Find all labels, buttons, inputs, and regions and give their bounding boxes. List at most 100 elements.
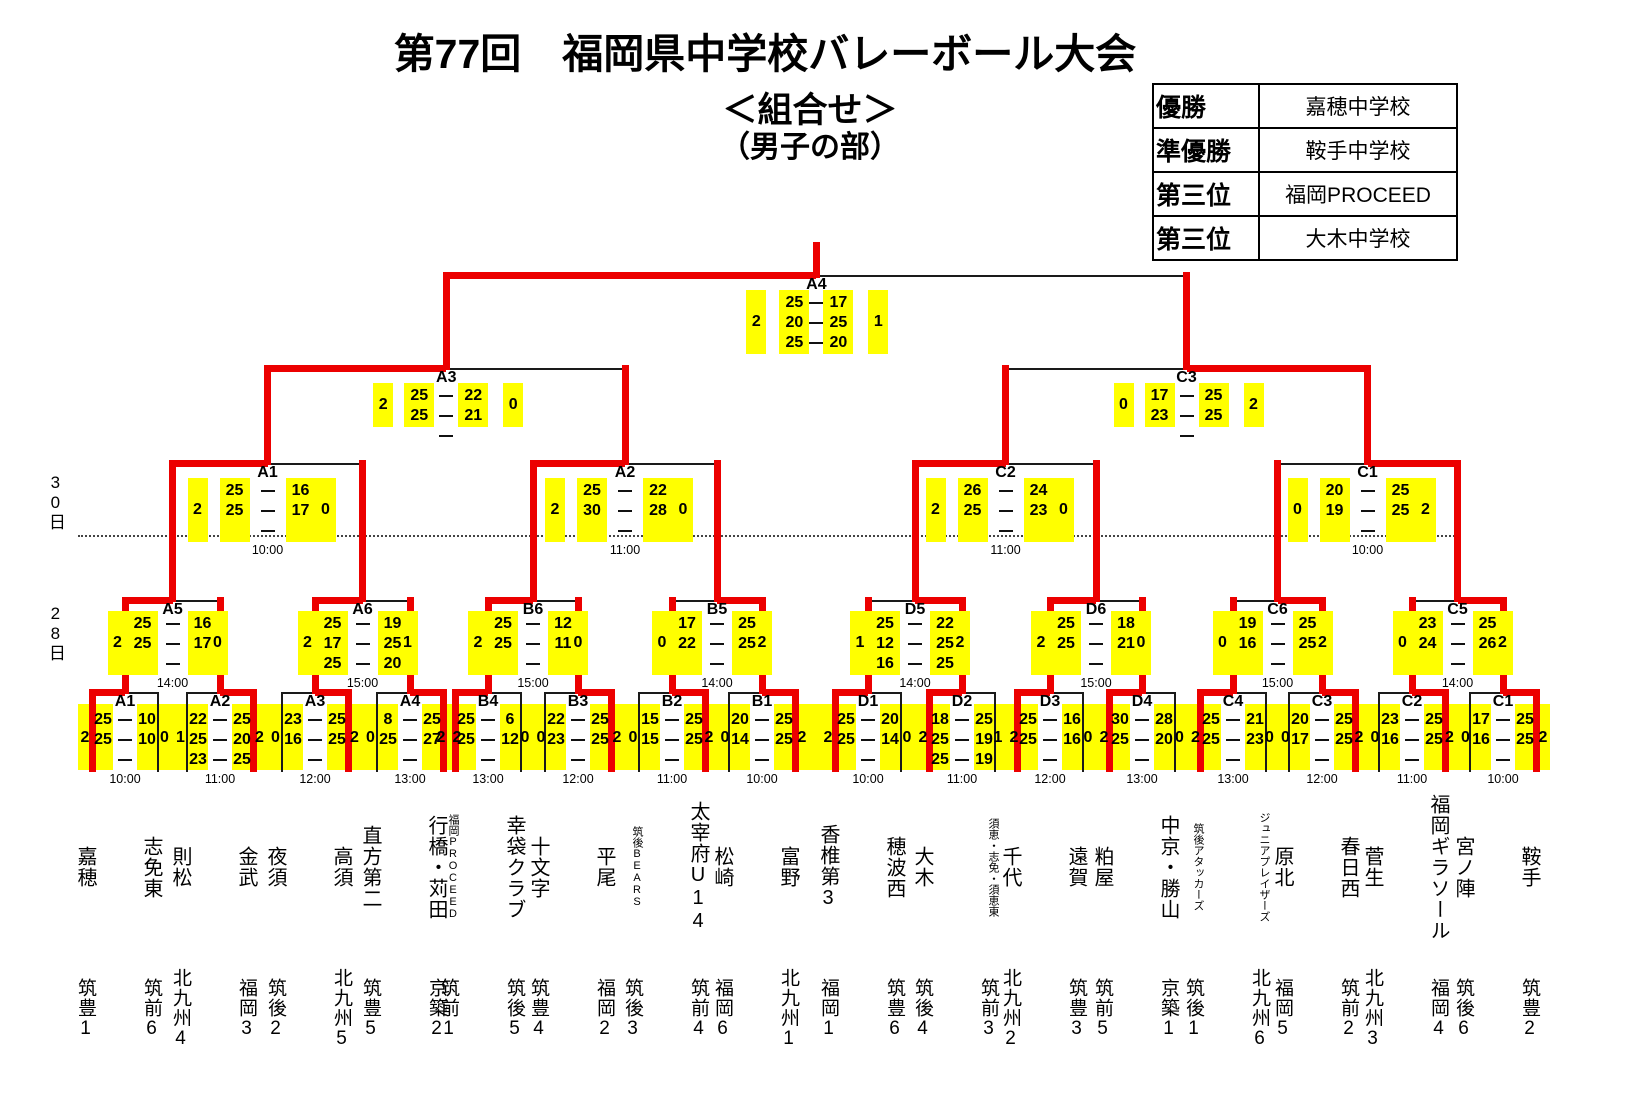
standings-rank: 第三位 [1152, 171, 1260, 217]
set-score-dash [1315, 759, 1329, 761]
set-score: 25 [1298, 615, 1317, 632]
set-score: 21 [464, 407, 483, 424]
sets-won: 0 [1053, 478, 1074, 542]
team-league: 北九州5 [331, 968, 352, 1050]
score-highlight [1144, 383, 1175, 427]
set-score: 25 [931, 731, 949, 748]
standings-team: 嘉穂中学校 [1258, 83, 1458, 129]
set-score: 22 [649, 482, 667, 499]
page-title: 第77回 福岡県中学校バレーボール大会 [393, 31, 1137, 77]
match-label: A5 [162, 601, 183, 618]
winner-path-line [701, 689, 709, 772]
winner-path-line [578, 689, 611, 696]
set-score: 25 [233, 751, 251, 768]
standings-team: 福岡PROCEED [1258, 171, 1458, 217]
winner-path-line [315, 689, 348, 696]
winner-path-line [88, 689, 96, 772]
team-name: 香椎第3 [817, 824, 839, 910]
winner-path-line [1105, 689, 1113, 772]
set-score: 25 [323, 655, 342, 672]
set-score: 15 [641, 711, 659, 728]
match-label: A2 [209, 693, 231, 710]
set-score: 25 [379, 731, 397, 748]
team-league: 京築1 [1158, 978, 1179, 1040]
team-name: 高須 [330, 846, 352, 888]
team-league: 筑豊6 [884, 978, 905, 1040]
set-score-dash [1135, 739, 1149, 741]
set-score: 16 [1063, 731, 1081, 748]
team-name: 金武 [235, 846, 257, 888]
set-score: 24 [1418, 635, 1437, 652]
set-score-dash [308, 759, 322, 761]
sets-won: 2 [1243, 383, 1264, 427]
set-score: 25 [494, 615, 512, 632]
set-score-dash [955, 719, 969, 721]
set-score: 25 [328, 711, 346, 728]
set-score: 25 [785, 294, 804, 311]
team-name: 粕屋 [1091, 846, 1113, 888]
sets-won: 2 [1099, 729, 1109, 746]
team-league: 筑後1 [1183, 978, 1204, 1040]
set-score: 26 [1478, 635, 1497, 652]
set-score: 28 [649, 502, 667, 519]
sets-won: 0 [1083, 729, 1093, 746]
team-league: 筑後4 [912, 978, 933, 1040]
sets-won: 0 [1113, 383, 1134, 427]
set-score: 25 [963, 502, 982, 519]
set-score: 21 [1246, 711, 1264, 728]
set-score: 28 [1155, 711, 1173, 728]
team-name: 太宰府U14 [687, 801, 709, 933]
set-score-dash [403, 719, 417, 721]
score-highlight [1385, 478, 1416, 542]
set-score: 25 [775, 731, 793, 748]
set-score: 20 [1155, 731, 1173, 748]
standings-row: 第三位 大木中学校 [1152, 215, 1458, 261]
set-score-dash [213, 719, 227, 721]
bracket-line [544, 692, 546, 772]
set-score-dash [755, 719, 769, 721]
sets-won: 2 [752, 611, 772, 675]
match-label: A6 [352, 601, 373, 618]
winner-path-line [929, 689, 962, 696]
set-score: 17 [1150, 387, 1169, 404]
sets-won: 2 [823, 729, 833, 746]
set-score-dash [1179, 415, 1194, 417]
winner-path-line [442, 272, 450, 370]
bracket-line [1174, 692, 1176, 772]
winner-path-line [267, 365, 447, 372]
set-score: 25 [410, 407, 429, 424]
match-time: 14:00 [899, 676, 931, 690]
match-label: A1 [114, 693, 136, 710]
winner-path-line [451, 689, 459, 772]
team-league: 筑豊4 [528, 978, 549, 1040]
sets-won: 1 [397, 611, 418, 675]
set-score: 20 [785, 314, 804, 331]
sets-won: 0 [720, 729, 730, 746]
team-league: 筑後6 [1453, 978, 1474, 1040]
team-name: 十文字 [527, 835, 549, 899]
set-score: 25 [423, 711, 441, 728]
set-score: 25 [1019, 711, 1037, 728]
score-highlight [870, 611, 900, 675]
sets-won: 2 [452, 729, 462, 746]
team-name: 菅生 [1361, 846, 1383, 888]
winner-path-line [1196, 689, 1204, 772]
bracket-line [1288, 692, 1290, 772]
set-score: 15 [641, 731, 659, 748]
set-score: 23 [1418, 615, 1437, 632]
set-score-dash [1405, 739, 1419, 741]
winner-path-line [1092, 460, 1100, 602]
sets-won: 0 [536, 729, 546, 746]
match-time: 11:00 [990, 543, 1021, 557]
standings-table: 優勝 嘉穂中学校 準優勝 鞍手中学校 第三位 福岡PROCEED 第三位 大木中… [1152, 83, 1458, 261]
set-score-dash [308, 719, 322, 721]
sets-won: 1 [993, 729, 1003, 746]
set-score-dash [1270, 663, 1285, 665]
winner-path-line [1050, 597, 1096, 604]
set-score: 22 [464, 387, 483, 404]
team-name: 松崎 [711, 846, 733, 888]
set-score: 25 [457, 711, 475, 728]
sets-won: 0 [160, 729, 169, 746]
set-score: 20 [829, 334, 848, 351]
standings-team: 大木中学校 [1258, 215, 1458, 261]
